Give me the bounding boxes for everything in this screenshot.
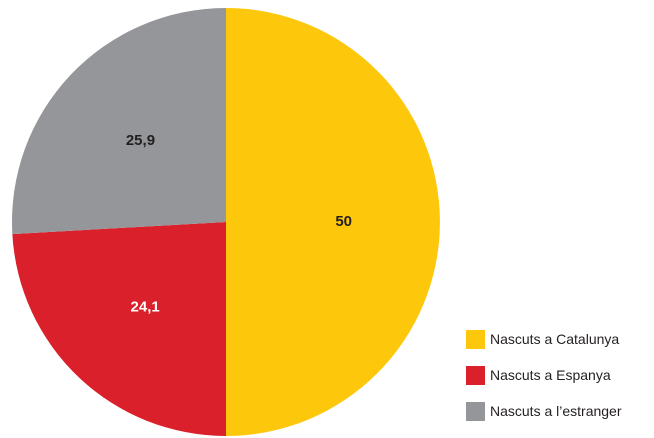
legend-label-espanya: Nascuts a Espanya [490, 367, 611, 383]
data-label-catalunya: 50 [335, 213, 352, 230]
legend-label-catalunya: Nascuts a Catalunya [490, 331, 620, 347]
data-label-espanya: 24,1 [131, 299, 160, 316]
pie-slices [11, 8, 440, 436]
legend-item-estranger: Nascuts a l’estranger [466, 401, 652, 421]
legend-swatch-estranger [466, 401, 485, 421]
legend-item-catalunya: Nascuts a Catalunya [466, 329, 652, 349]
slice-catalunya [226, 8, 440, 436]
slice-estranger [11, 8, 226, 235]
legend: Nascuts a Catalunya Nascuts a Espanya Na… [466, 329, 652, 438]
pie-data-labels: 50 24,1 25,9 [126, 132, 352, 315]
data-label-estranger: 25,9 [126, 132, 155, 149]
legend-item-espanya: Nascuts a Espanya [466, 365, 652, 385]
legend-label-estranger: Nascuts a l’estranger [490, 403, 622, 419]
legend-swatch-espanya [466, 365, 485, 385]
slice-espanya [12, 222, 226, 436]
legend-swatch-catalunya [466, 329, 485, 349]
